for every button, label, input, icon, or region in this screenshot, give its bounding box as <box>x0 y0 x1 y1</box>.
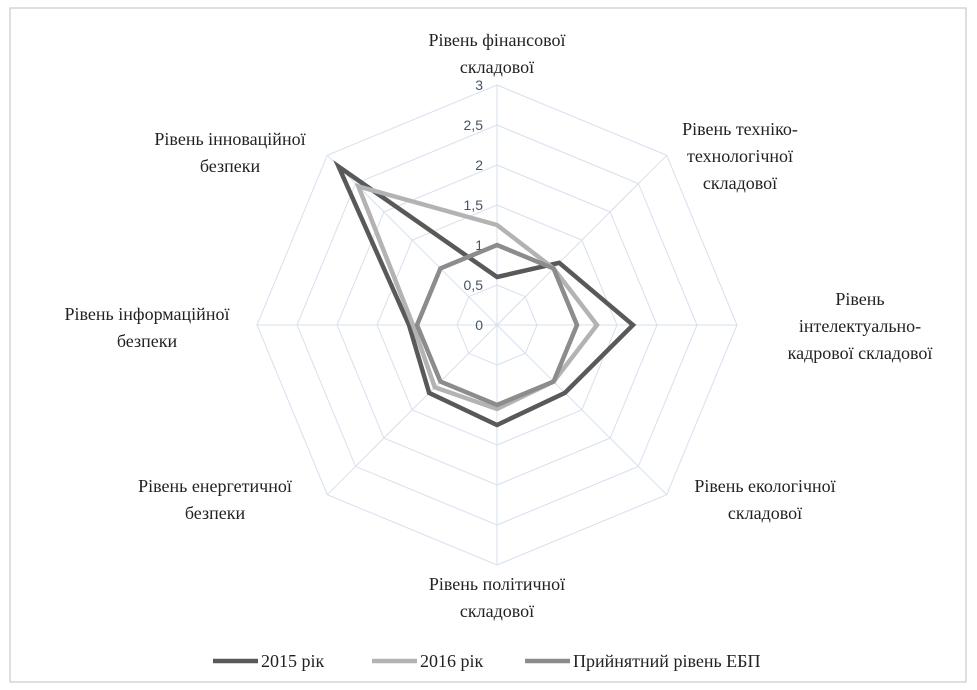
category-label-line: Рівень фінансової <box>428 30 565 50</box>
r-tick-label: 0 <box>475 317 483 333</box>
category-label: Рівень інформаційної безпеки <box>65 304 230 351</box>
category-label-line: складової <box>728 503 802 523</box>
category-label-line: Рівень політичної <box>429 574 565 594</box>
category-label-line: технологічної <box>687 146 793 166</box>
r-tick-label: 1 <box>475 237 483 253</box>
category-label: Рівень екологічної складової <box>694 476 835 523</box>
category-label-line: безпеки <box>185 503 246 523</box>
r-tick-label: 3 <box>475 77 483 93</box>
legend-item: 2015 рік <box>213 651 325 671</box>
category-label: Рівень політичної складової <box>429 574 565 621</box>
r-tick-label: 0,5 <box>464 277 484 293</box>
legend-label: 2016 рік <box>420 651 484 671</box>
category-label-line: Рівень інноваційної <box>154 129 305 149</box>
category-label-line: складової <box>460 601 534 621</box>
spoke <box>496 324 668 496</box>
category-label: Рівень інноваційної безпеки <box>154 129 305 176</box>
series-line <box>333 160 637 428</box>
r-tick-label: 1,5 <box>464 197 484 213</box>
series-line <box>414 242 580 408</box>
category-label: Рівень енергетичної безпеки <box>138 476 292 523</box>
category-label: Рівень фінансової складової <box>428 30 565 77</box>
spoke <box>496 154 668 326</box>
r-tick-label: 2,5 <box>464 117 484 133</box>
legend-label: 2015 рік <box>261 651 325 671</box>
legend-item: Прийнятний рівень ЕБП <box>525 651 761 671</box>
category-label-line: Рівень <box>835 289 884 309</box>
chart-border <box>9 7 967 683</box>
r-tick-label: 2 <box>475 157 483 173</box>
category-label-line: інтелектуально- <box>799 316 921 336</box>
category-label-line: безпеки <box>200 156 261 176</box>
category-label-line: Рівень екологічної <box>694 476 835 496</box>
category-label-line: Рівень інформаційної <box>65 304 230 324</box>
legend-label: Прийнятний рівень ЕБП <box>573 651 761 671</box>
legend-item: 2016 рік <box>372 651 484 671</box>
category-label-line: кадрової складової <box>788 343 933 363</box>
category-label-line: безпеки <box>117 331 178 351</box>
category-label-line: Рівень енергетичної <box>138 476 292 496</box>
category-label-line: Рівень техніко- <box>682 119 798 139</box>
category-label: Рівень техніко-технологічної складової <box>682 119 798 193</box>
category-label: Рівень інтелектуально-кадрової складової <box>788 289 933 363</box>
spoke <box>326 324 498 496</box>
category-label-line: складової <box>703 173 777 193</box>
series-line <box>354 183 600 412</box>
category-label-line: складової <box>460 57 534 77</box>
